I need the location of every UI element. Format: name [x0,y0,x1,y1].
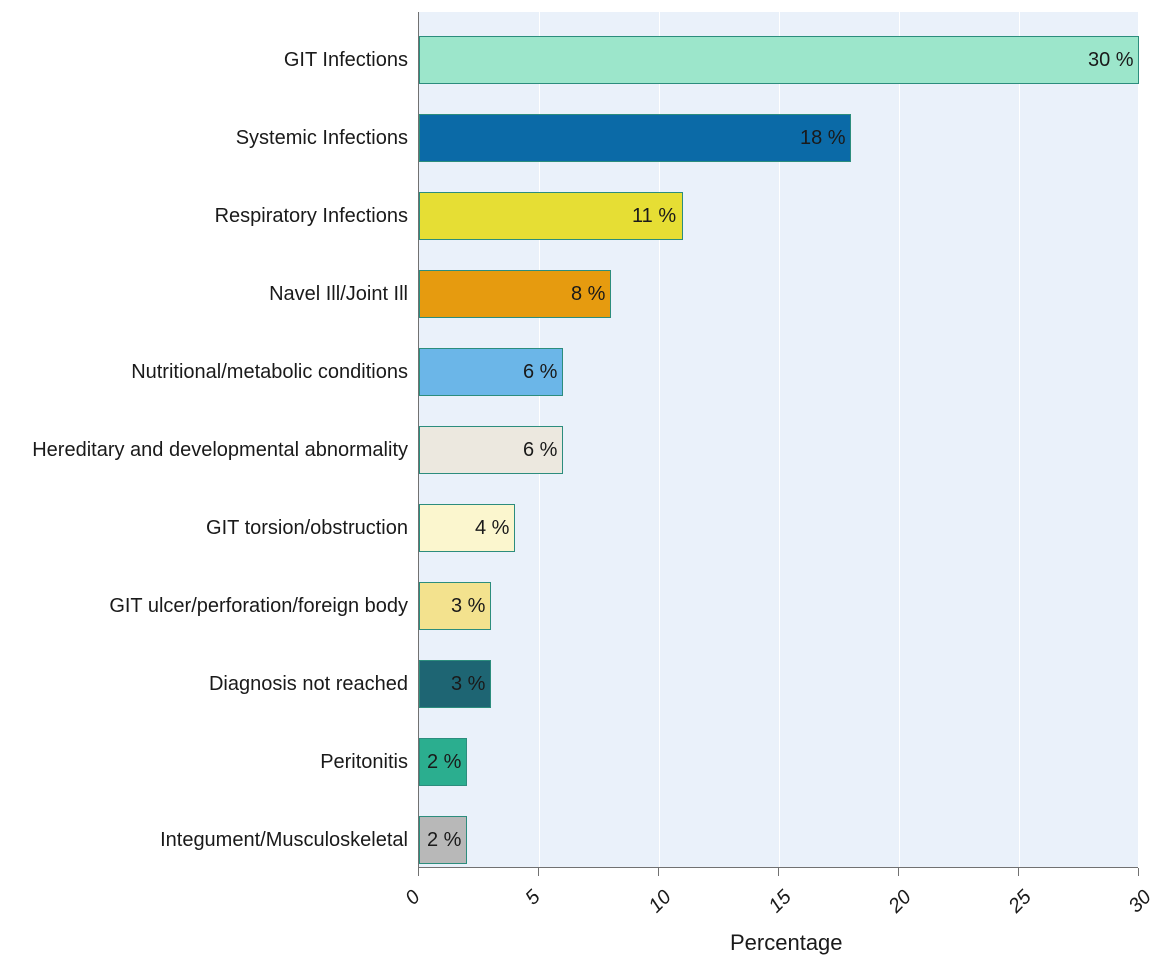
x-tick-label: 5 [521,886,545,910]
category-label: Respiratory Infections [215,205,408,228]
value-label: 6 % [523,361,557,384]
value-label: 2 % [427,751,461,774]
x-tick-label: 10 [645,886,677,918]
gridline [1139,12,1140,867]
value-label: 18 % [800,127,846,150]
category-label: Hereditary and developmental abnormality [32,439,408,462]
category-label: GIT Infections [284,49,408,72]
x-tick-label: 30 [1125,886,1152,918]
value-label: 8 % [571,283,605,306]
x-tick [898,868,899,876]
gridline [1019,12,1020,867]
value-label: 3 % [451,595,485,618]
bar [419,114,851,162]
x-tick [1018,868,1019,876]
x-tick [778,868,779,876]
x-tick [538,868,539,876]
category-label: Integument/Musculoskeletal [160,829,408,852]
value-label: 2 % [427,829,461,852]
category-label: Systemic Infections [236,127,408,150]
value-label: 30 % [1088,49,1134,72]
category-label: Nutritional/metabolic conditions [131,361,408,384]
category-label: GIT ulcer/perforation/foreign body [109,595,408,618]
x-tick-label: 25 [1005,886,1037,918]
value-label: 4 % [475,517,509,540]
chart-container: Percentage 0 5 10 15 20 25 30 GIT Infections 30 … [0,0,1152,960]
category-label: Peritonitis [320,751,408,774]
value-label: 3 % [451,673,485,696]
x-tick-label: 0 [401,886,425,910]
x-tick [418,868,419,876]
value-label: 6 % [523,439,557,462]
value-label: 11 % [632,205,676,228]
category-label: GIT torsion/obstruction [206,517,408,540]
x-tick [1138,868,1139,876]
x-tick-label: 15 [765,886,797,918]
category-label: Navel Ill/Joint Ill [269,283,408,306]
category-label: Diagnosis not reached [209,673,408,696]
x-axis-label: Percentage [730,930,843,956]
x-tick [658,868,659,876]
bar [419,36,1139,84]
x-tick-label: 20 [885,886,917,918]
gridline [899,12,900,867]
